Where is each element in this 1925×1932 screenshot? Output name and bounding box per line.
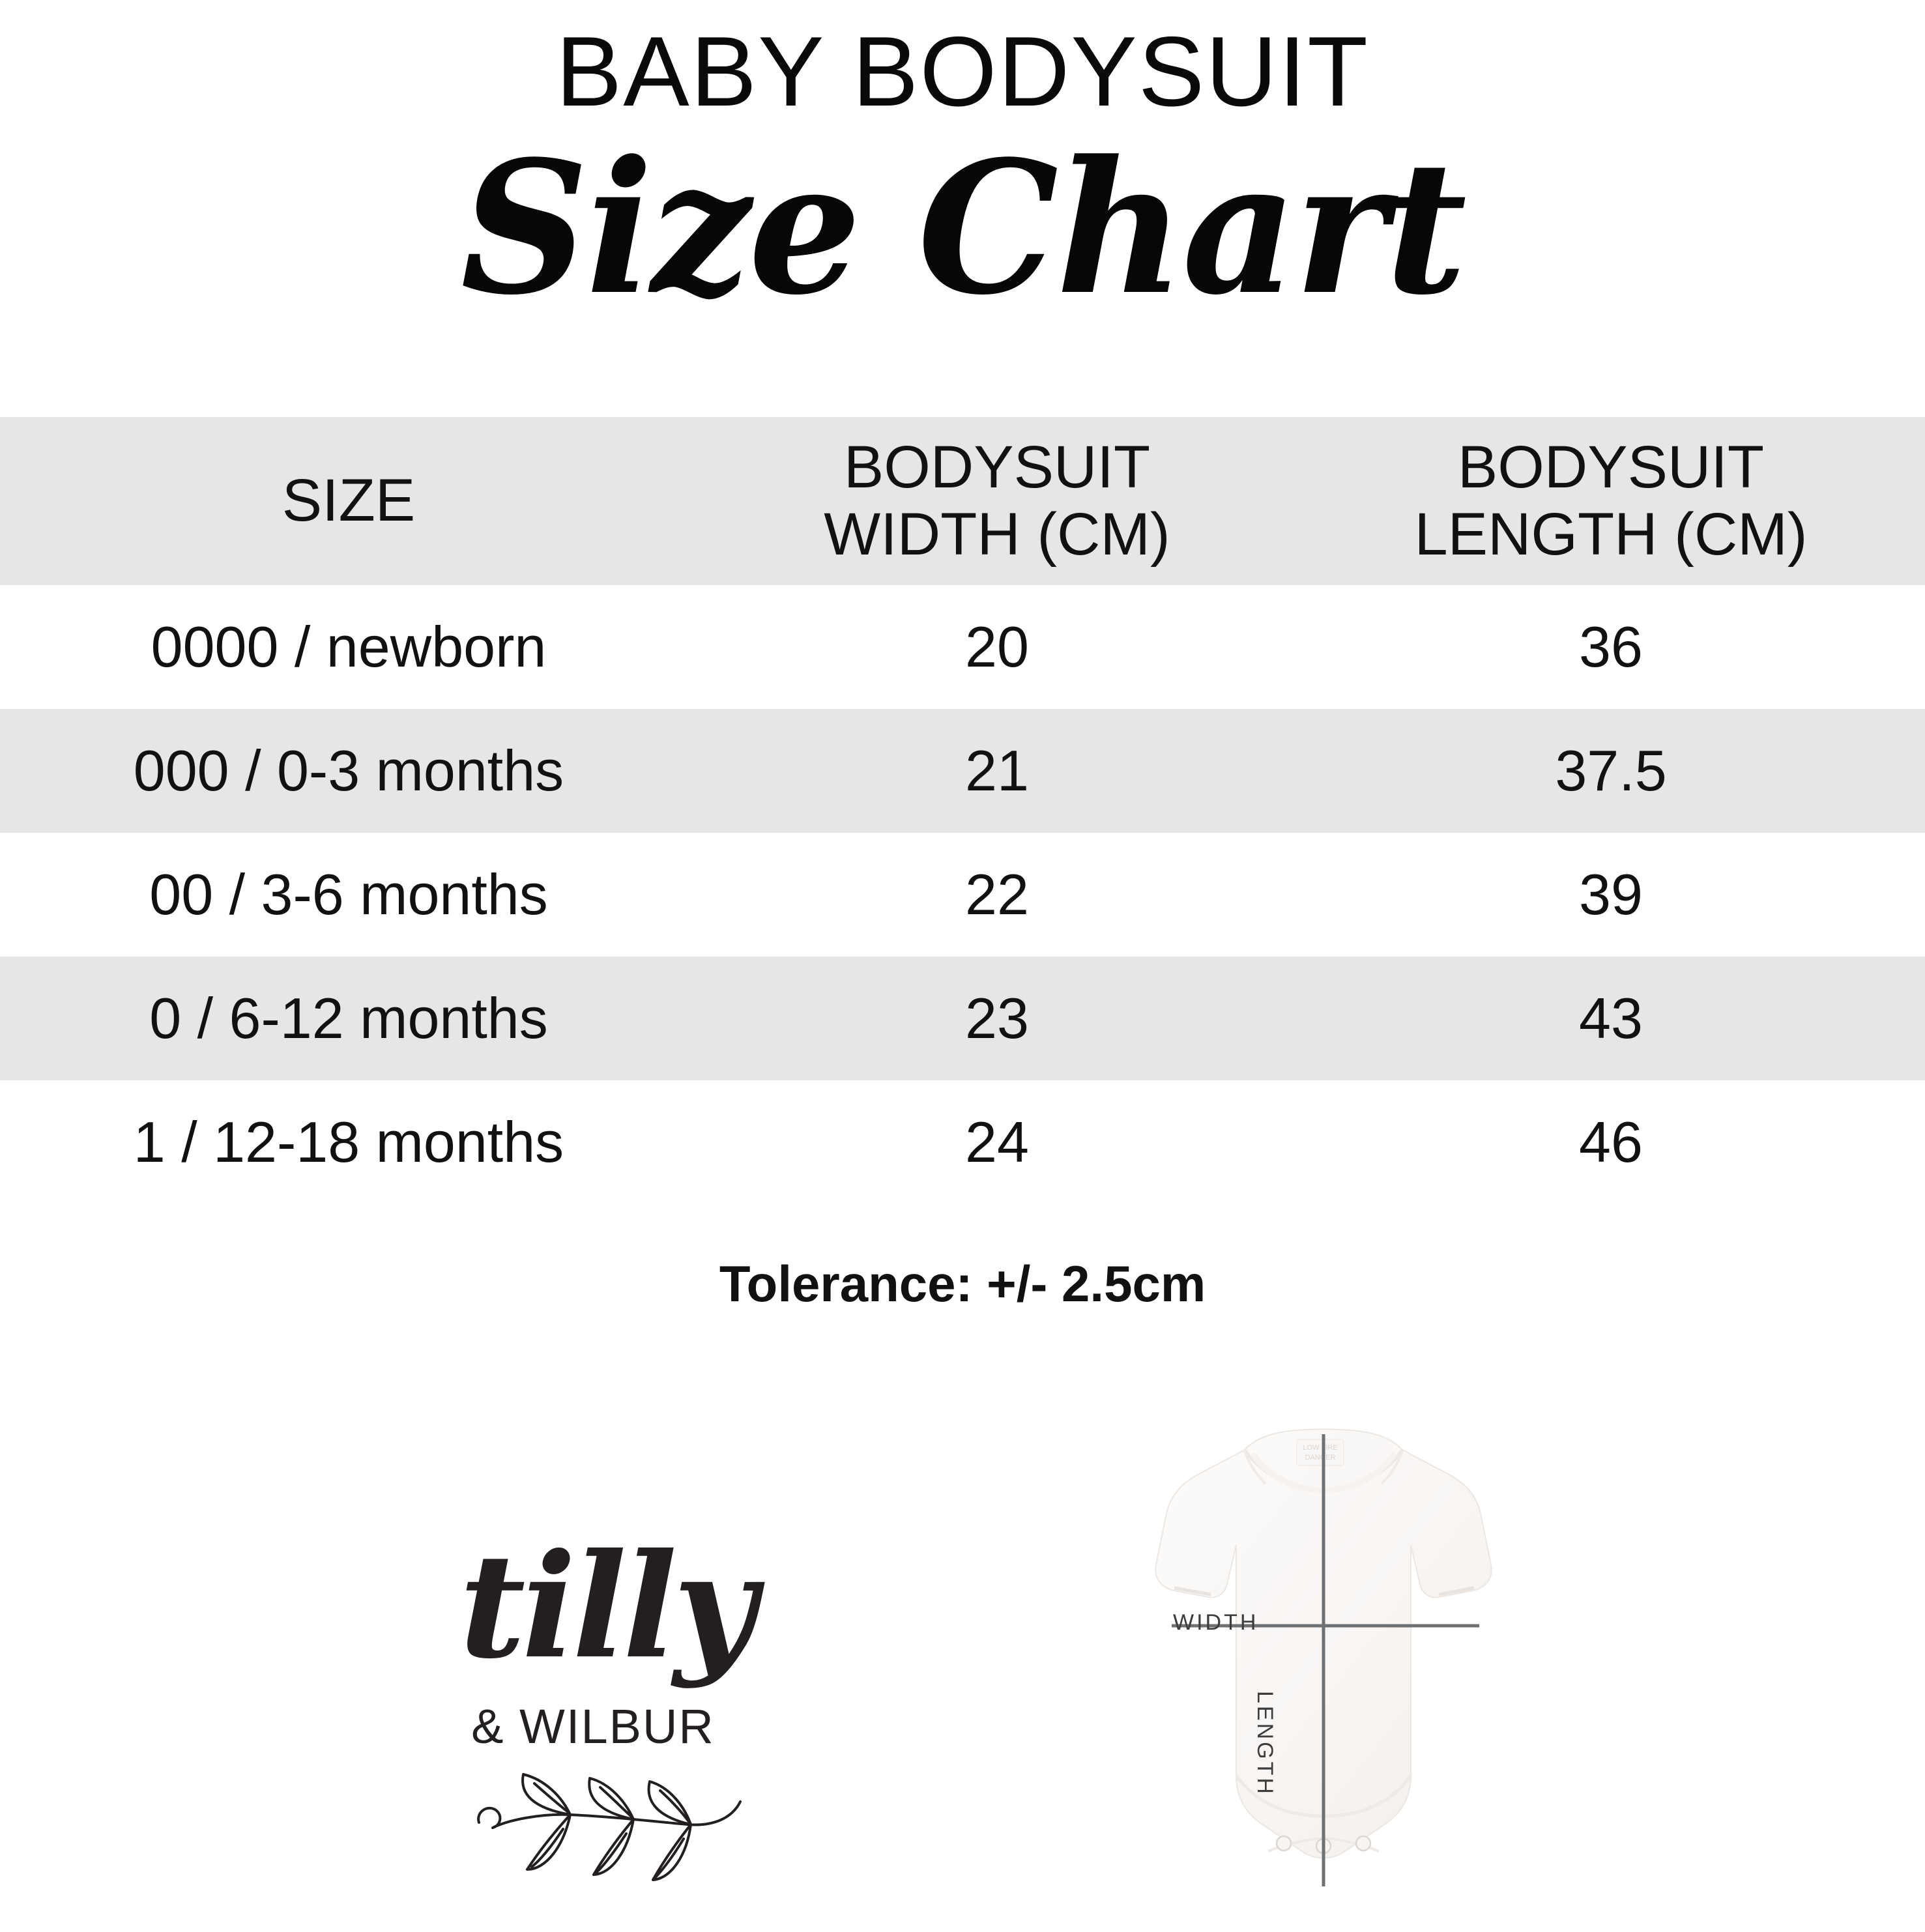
cell-width-value: 21 <box>965 738 1029 803</box>
cell-size-value: 0 / 6-12 months <box>149 986 548 1050</box>
cell-width: 21 <box>697 738 1297 804</box>
cell-length: 46 <box>1297 1109 1925 1175</box>
cell-width: 22 <box>697 861 1297 928</box>
cell-width-value: 23 <box>965 986 1029 1050</box>
width-label: WIDTH <box>1173 1610 1259 1635</box>
column-header-size-label: SIZE <box>282 467 416 534</box>
page-title: BABY BODYSUIT <box>555 16 1369 127</box>
svg-text:DANGER: DANGER <box>1305 1454 1335 1462</box>
cell-size-value: 1 / 12-18 months <box>133 1110 564 1174</box>
table-header-row: SIZE BODYSUIT WIDTH (CM) BODYSUIT LENGTH… <box>0 417 1925 585</box>
cell-size-value: 00 / 3-6 months <box>149 862 548 927</box>
brand-subtitle: & WILBUR <box>471 1699 715 1753</box>
table-row: 1 / 12-18 months 24 46 <box>0 1080 1925 1204</box>
cell-length-value: 39 <box>1579 862 1643 927</box>
column-header-length-label: BODYSUIT LENGTH (CM) <box>1414 433 1808 568</box>
column-header-length: BODYSUIT LENGTH (CM) <box>1297 434 1925 568</box>
size-chart-table: SIZE BODYSUIT WIDTH (CM) BODYSUIT LENGTH… <box>0 417 1925 1204</box>
length-label: LENGTH <box>1252 1691 1277 1796</box>
column-header-width-label: BODYSUIT WIDTH (CM) <box>824 433 1170 568</box>
table-row: 00 / 3-6 months 22 39 <box>0 833 1925 957</box>
cell-length: 39 <box>1297 861 1925 928</box>
cell-size: 0000 / newborn <box>0 614 697 680</box>
cell-size-value: 0000 / newborn <box>151 614 547 679</box>
cell-length-value: 43 <box>1579 986 1643 1050</box>
cell-length-value: 46 <box>1579 1110 1643 1174</box>
cell-length: 36 <box>1297 614 1925 680</box>
measurement-guides <box>1172 1434 1479 1886</box>
svg-text:LOW FIRE: LOW FIRE <box>1303 1444 1337 1452</box>
table-row: 0 / 6-12 months 23 43 <box>0 957 1925 1080</box>
cell-width-value: 20 <box>965 614 1029 679</box>
cell-size: 1 / 12-18 months <box>0 1109 697 1175</box>
cell-size: 00 / 3-6 months <box>0 861 697 928</box>
cell-length-value: 37.5 <box>1555 738 1667 803</box>
care-label: LOW FIRE DANGER <box>1296 1439 1344 1466</box>
column-header-width: BODYSUIT WIDTH (CM) <box>697 434 1297 568</box>
cell-width: 24 <box>697 1109 1297 1175</box>
column-header-size: SIZE <box>0 467 697 534</box>
cell-length-value: 36 <box>1579 614 1643 679</box>
cell-size-value: 000 / 0-3 months <box>133 738 564 803</box>
page-subtitle: Size Chart <box>460 121 1467 336</box>
cell-width: 23 <box>697 985 1297 1052</box>
snap-button <box>1355 1835 1372 1852</box>
cell-length: 43 <box>1297 985 1925 1052</box>
cell-width-value: 24 <box>965 1110 1029 1174</box>
brand-wordmark: tilly <box>459 1521 757 1690</box>
table-row: 0000 / newborn 20 36 <box>0 585 1925 709</box>
leaf-branch-icon <box>477 1773 742 1881</box>
brand-logo: tilly & WILBUR <box>430 1528 782 1919</box>
bodysuit-diagram: LOW FIRE DANGER WIDTH LENGTH <box>1082 1411 1564 1932</box>
cell-length: 37.5 <box>1297 738 1925 804</box>
cell-width: 20 <box>697 614 1297 680</box>
page-title-block: BABY BODYSUIT Size Chart <box>0 0 1925 324</box>
cell-size: 000 / 0-3 months <box>0 738 697 804</box>
cell-width-value: 22 <box>965 862 1029 927</box>
tolerance-note: Tolerance: +/- 2.5cm <box>719 1255 1206 1312</box>
table-row: 000 / 0-3 months 21 37.5 <box>0 709 1925 833</box>
cell-size: 0 / 6-12 months <box>0 985 697 1052</box>
snap-button <box>1275 1835 1292 1852</box>
